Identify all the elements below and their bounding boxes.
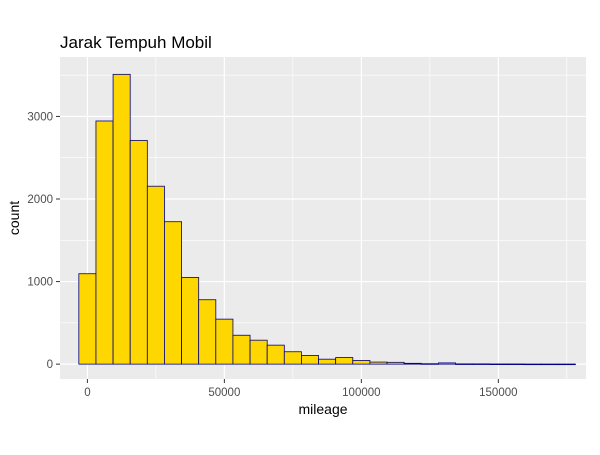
histogram-bar <box>506 363 525 365</box>
bars <box>78 73 576 366</box>
y-tick-label: 3000 <box>27 111 53 123</box>
histogram-bar <box>420 363 439 365</box>
chart-title: Jarak Tempuh Mobil <box>60 33 212 52</box>
histogram-bar <box>557 363 576 366</box>
histogram-bar <box>301 355 319 365</box>
histogram-bar <box>215 318 234 365</box>
x-axis-ticks: 0 50000 100000 150000 <box>84 379 518 399</box>
histogram-bar <box>181 277 200 365</box>
histogram-bar <box>164 221 182 365</box>
y-axis-label: count <box>6 201 22 235</box>
x-tick-label: 0 <box>84 387 90 399</box>
histogram-bar <box>78 273 97 365</box>
x-tick-label: 100000 <box>342 387 380 399</box>
y-tick-label: 1000 <box>27 277 53 289</box>
histogram-bar <box>489 363 508 365</box>
histogram-bar <box>283 351 302 365</box>
histogram-bar <box>129 139 148 365</box>
histogram-bar <box>352 360 371 365</box>
x-tick-label: 150000 <box>479 387 517 399</box>
histogram-bar <box>438 362 456 365</box>
histogram-bar <box>232 334 251 365</box>
histogram-bar <box>95 120 114 365</box>
histogram-bar <box>472 363 491 365</box>
histogram-bar <box>198 299 217 365</box>
x-tick-label: 50000 <box>208 387 240 399</box>
histogram-bar <box>249 339 268 365</box>
y-tick-label: 0 <box>47 359 53 371</box>
histogram-bar <box>386 361 405 365</box>
histogram-bar <box>369 361 388 365</box>
histogram-bar <box>146 185 165 365</box>
histogram-bar <box>403 362 422 365</box>
histogram-bar <box>266 344 285 365</box>
y-tick-label: 2000 <box>27 194 53 206</box>
histogram-bar <box>318 358 337 365</box>
y-axis-ticks: 0 1000 2000 3000 <box>27 111 60 371</box>
histogram-bar <box>455 363 474 365</box>
histogram-bar <box>112 73 131 365</box>
histogram-bar <box>540 363 559 366</box>
x-axis-label: mileage <box>298 401 347 417</box>
histogram-bar <box>523 363 542 366</box>
histogram-bar <box>335 357 354 365</box>
